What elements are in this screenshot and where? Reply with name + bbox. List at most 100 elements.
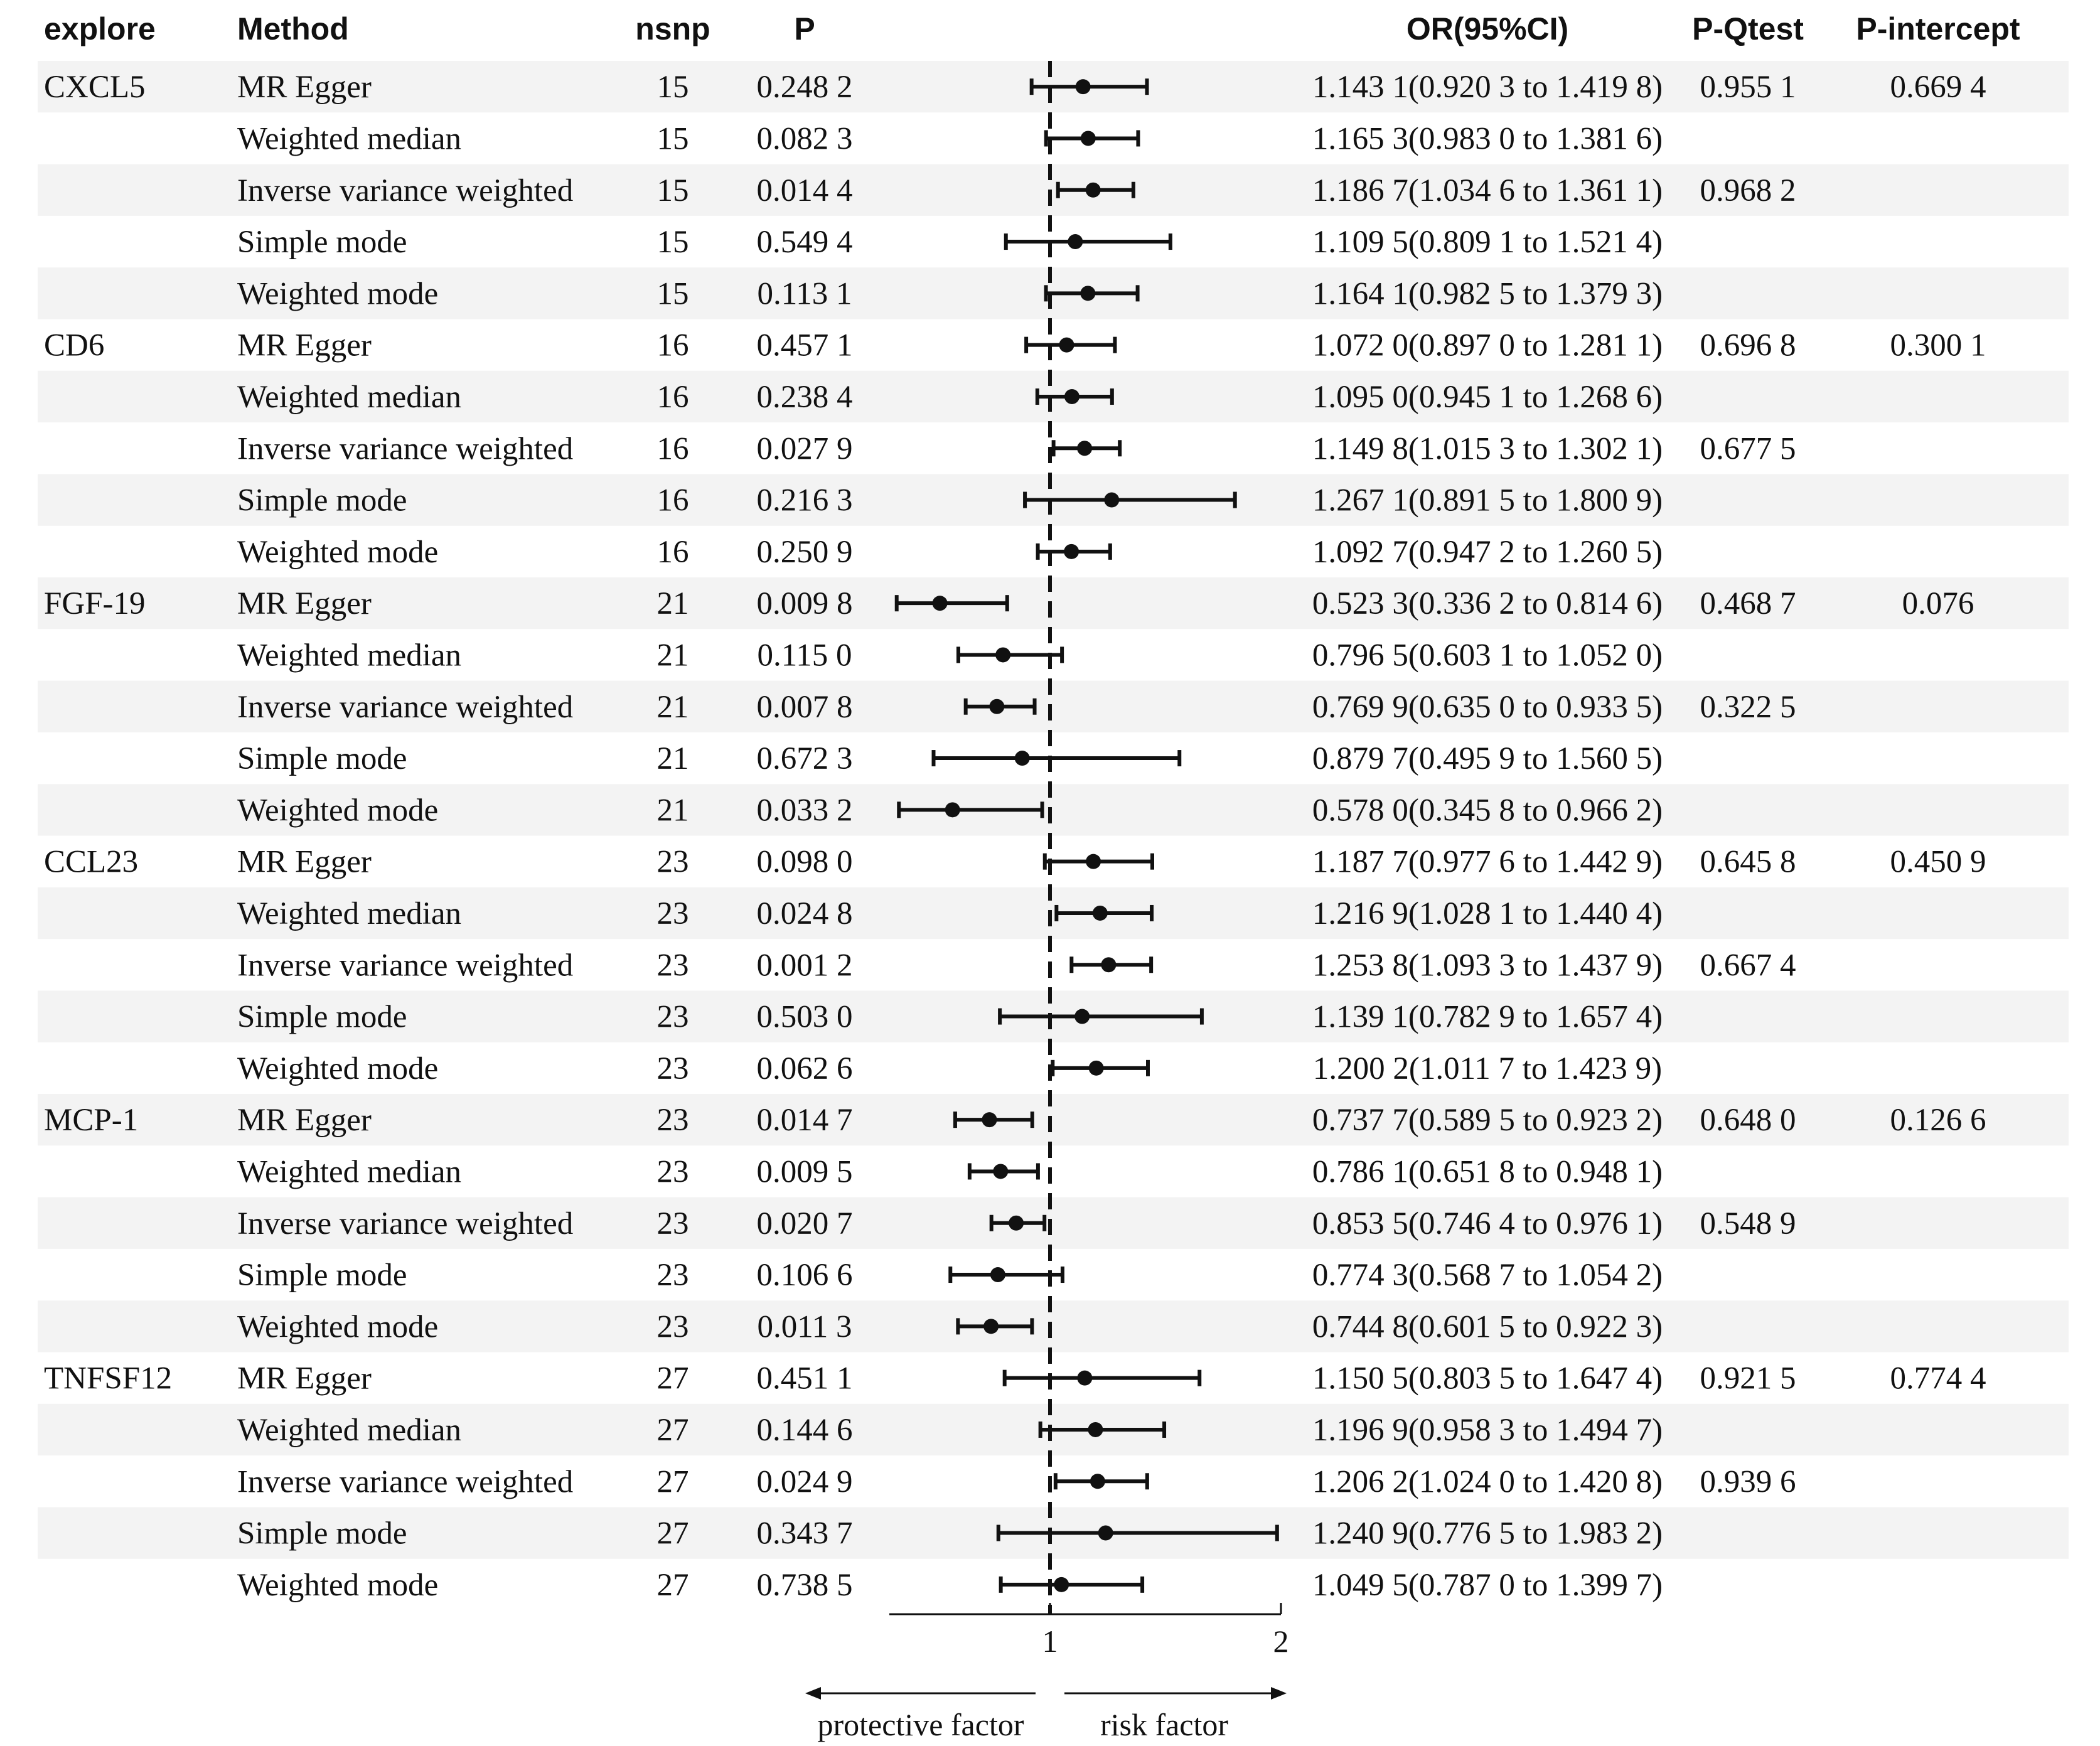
p-value: 0.082 3	[757, 121, 853, 156]
or-ci-text: 1.186 7(1.034 6 to 1.361 1)	[1312, 173, 1663, 208]
nsnp-value: 27	[657, 1516, 689, 1551]
method-label: MR Egger	[237, 1361, 372, 1396]
header-p-qtest: P-Qtest	[1692, 11, 1804, 46]
method-label: Weighted mode	[237, 1309, 438, 1344]
p-value: 0.248 2	[757, 70, 853, 105]
p-intercept-value: 0.450 9	[1890, 845, 1986, 880]
p-qtest-value: 0.955 1	[1700, 70, 1796, 105]
method-label: MR Egger	[237, 845, 372, 880]
header-nsnp: nsnp	[635, 11, 710, 46]
or-point	[1064, 388, 1079, 404]
or-ci-text: 0.578 0(0.345 8 to 0.966 2)	[1312, 793, 1663, 828]
nsnp-value: 23	[657, 948, 689, 983]
or-ci-text: 1.095 0(0.945 1 to 1.268 6)	[1312, 380, 1663, 415]
or-ci-text: 1.149 8(1.015 3 to 1.302 1)	[1312, 431, 1663, 466]
or-ci-text: 1.253 8(1.093 3 to 1.437 9)	[1312, 948, 1663, 983]
nsnp-value: 27	[657, 1413, 689, 1448]
method-label: MR Egger	[237, 70, 372, 105]
nsnp-value: 21	[657, 741, 689, 776]
or-ci-text: 1.143 1(0.920 3 to 1.419 8)	[1312, 70, 1663, 105]
method-label: MR Egger	[237, 1103, 372, 1138]
nsnp-value: 21	[657, 638, 689, 673]
or-point	[1064, 544, 1079, 559]
or-point	[1074, 1009, 1090, 1024]
p-qtest-value: 0.667 4	[1700, 948, 1796, 983]
nsnp-value: 23	[657, 1000, 689, 1035]
or-point	[932, 596, 948, 611]
header-p-intercept: P-intercept	[1856, 11, 2020, 46]
or-point	[989, 699, 1005, 714]
p-value: 0.027 9	[757, 431, 853, 466]
nsnp-value: 16	[657, 380, 689, 415]
nsnp-value: 23	[657, 1154, 689, 1189]
table-rows: CXCL5 MR Egger 15 0.248 2 1.143 1(0.920 3 to…	[44, 70, 1986, 1603]
annotation-risk: risk factor	[1100, 1707, 1228, 1742]
row-band	[38, 164, 2069, 216]
or-ci-text: 0.523 3(0.336 2 to 0.814 6)	[1312, 586, 1663, 621]
nsnp-value: 16	[657, 328, 689, 363]
p-qtest-value: 0.696 8	[1700, 328, 1796, 363]
nsnp-value: 23	[657, 845, 689, 880]
method-label: Inverse variance weighted	[237, 173, 573, 208]
x-tick-label: 2	[1273, 1624, 1289, 1659]
or-point	[1009, 1215, 1024, 1231]
method-label: Simple mode	[237, 1516, 407, 1551]
p-value: 0.549 4	[757, 225, 853, 260]
or-point	[990, 1267, 1005, 1283]
p-value: 0.115 0	[757, 638, 852, 673]
p-value: 0.009 8	[757, 586, 853, 621]
nsnp-value: 15	[657, 173, 689, 208]
p-value: 0.451 1	[757, 1361, 853, 1396]
p-value: 0.098 0	[757, 845, 853, 880]
p-qtest-value: 0.968 2	[1700, 173, 1796, 208]
p-value: 0.216 3	[757, 483, 853, 518]
or-point	[1080, 131, 1096, 146]
or-point	[1090, 1474, 1105, 1489]
p-value: 0.014 4	[757, 173, 853, 208]
or-ci-text: 1.150 5(0.803 5 to 1.647 4)	[1312, 1361, 1663, 1396]
or-point	[982, 1112, 997, 1128]
or-ci-text: 0.769 9(0.635 0 to 0.933 5)	[1312, 690, 1663, 725]
p-qtest-value: 0.677 5	[1700, 431, 1796, 466]
nsnp-value: 15	[657, 276, 689, 311]
or-ci-text: 1.165 3(0.983 0 to 1.381 6)	[1312, 121, 1663, 156]
p-value: 0.503 0	[757, 1000, 853, 1035]
row-band	[38, 1300, 2069, 1352]
explore-label: CXCL5	[44, 70, 146, 105]
nsnp-value: 23	[657, 1051, 689, 1086]
nsnp-value: 16	[657, 483, 689, 518]
or-ci-text: 1.109 5(0.809 1 to 1.521 4)	[1312, 225, 1663, 260]
header-method: Method	[237, 11, 349, 46]
header-explore: explore	[44, 11, 156, 46]
p-value: 0.113 1	[757, 276, 852, 311]
or-point	[1101, 957, 1117, 973]
or-point	[1059, 337, 1074, 353]
p-value: 0.343 7	[757, 1516, 853, 1551]
method-label: Inverse variance weighted	[237, 431, 573, 466]
row-band	[38, 784, 2069, 836]
or-ci-text: 1.267 1(0.891 5 to 1.800 9)	[1312, 483, 1663, 518]
p-intercept-value: 0.076	[1902, 586, 1974, 621]
or-ci-text: 1.139 1(0.782 9 to 1.657 4)	[1312, 1000, 1663, 1035]
nsnp-value: 23	[657, 1309, 689, 1344]
method-label: Weighted median	[237, 380, 461, 415]
p-intercept-value: 0.774 4	[1890, 1361, 1986, 1396]
nsnp-value: 15	[657, 225, 689, 260]
row-band	[38, 577, 2069, 629]
explore-label: CCL23	[44, 845, 138, 880]
method-label: Inverse variance weighted	[237, 690, 573, 725]
or-ci-text: 0.853 5(0.746 4 to 0.976 1)	[1312, 1206, 1663, 1241]
nsnp-value: 23	[657, 1103, 689, 1138]
method-label: Simple mode	[237, 741, 407, 776]
or-ci-text: 1.200 2(1.011 7 to 1.423 9)	[1313, 1051, 1662, 1086]
method-label: Weighted mode	[237, 793, 438, 828]
p-intercept-value: 0.126 6	[1890, 1103, 1986, 1138]
or-point	[993, 1164, 1009, 1179]
method-label: Weighted median	[237, 121, 461, 156]
p-value: 0.144 6	[757, 1413, 853, 1448]
or-point	[1068, 234, 1083, 250]
row-band	[38, 1197, 2069, 1249]
explore-label: MCP-1	[44, 1103, 138, 1138]
or-point	[1086, 854, 1101, 869]
p-value: 0.250 9	[757, 535, 853, 570]
